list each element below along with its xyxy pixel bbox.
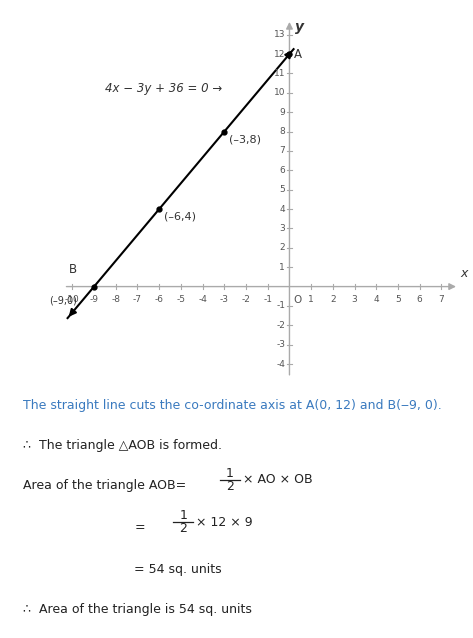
Text: -5: -5: [176, 295, 185, 304]
Text: × 12 × 9: × 12 × 9: [196, 516, 253, 528]
Text: 1: 1: [226, 467, 234, 480]
Text: 4x − 3y + 36 = 0 →: 4x − 3y + 36 = 0 →: [105, 82, 222, 96]
Text: 6: 6: [417, 295, 422, 304]
Text: 2: 2: [226, 480, 234, 493]
Text: 3: 3: [280, 224, 285, 233]
Text: 9: 9: [280, 108, 285, 117]
Text: (–3,8): (–3,8): [228, 135, 261, 144]
Text: 2: 2: [280, 243, 285, 252]
Text: y: y: [295, 20, 304, 34]
Text: ∴  Area of the triangle is 54 sq. units: ∴ Area of the triangle is 54 sq. units: [23, 603, 252, 616]
Text: (–6,4): (–6,4): [164, 212, 195, 222]
Text: x: x: [461, 267, 468, 280]
Text: -4: -4: [198, 295, 207, 304]
Text: -2: -2: [276, 321, 285, 330]
Text: O: O: [293, 295, 302, 306]
Text: 2: 2: [179, 522, 187, 535]
Text: 7: 7: [280, 147, 285, 156]
Text: 5: 5: [280, 185, 285, 194]
Text: 10: 10: [273, 88, 285, 97]
Text: 1: 1: [308, 295, 314, 304]
Text: 2: 2: [330, 295, 336, 304]
Text: 4: 4: [374, 295, 379, 304]
Text: -3: -3: [220, 295, 229, 304]
Text: 5: 5: [395, 295, 401, 304]
Text: × AO × OB: × AO × OB: [243, 473, 313, 486]
Text: -1: -1: [276, 302, 285, 311]
Text: 6: 6: [280, 166, 285, 175]
Text: The straight line cuts the co-ordinate axis at A(0, 12) and B(‒9, 0).: The straight line cuts the co-ordinate a…: [23, 399, 442, 412]
Text: 7: 7: [438, 295, 444, 304]
Text: -4: -4: [276, 360, 285, 369]
Text: 11: 11: [273, 69, 285, 78]
Text: 12: 12: [274, 50, 285, 59]
Text: = 54 sq. units: = 54 sq. units: [134, 563, 222, 576]
Text: -10: -10: [65, 295, 80, 304]
Text: 1: 1: [280, 263, 285, 272]
Text: -3: -3: [276, 340, 285, 349]
Text: A: A: [294, 47, 302, 61]
Text: Area of the triangle AOB=: Area of the triangle AOB=: [23, 478, 186, 492]
Text: B: B: [69, 263, 77, 276]
Text: =: =: [134, 521, 145, 534]
Text: 1: 1: [179, 509, 187, 522]
Text: 13: 13: [273, 30, 285, 39]
Text: 3: 3: [352, 295, 358, 304]
Text: -8: -8: [111, 295, 120, 304]
Text: 8: 8: [280, 127, 285, 136]
Text: -1: -1: [263, 295, 272, 304]
Text: -6: -6: [155, 295, 164, 304]
Text: -7: -7: [133, 295, 142, 304]
Text: 4: 4: [280, 205, 285, 214]
Text: (–9,0): (–9,0): [49, 295, 77, 306]
Text: -2: -2: [242, 295, 251, 304]
Text: ∴  The triangle △AOB is formed.: ∴ The triangle △AOB is formed.: [23, 439, 222, 452]
Text: -9: -9: [89, 295, 98, 304]
